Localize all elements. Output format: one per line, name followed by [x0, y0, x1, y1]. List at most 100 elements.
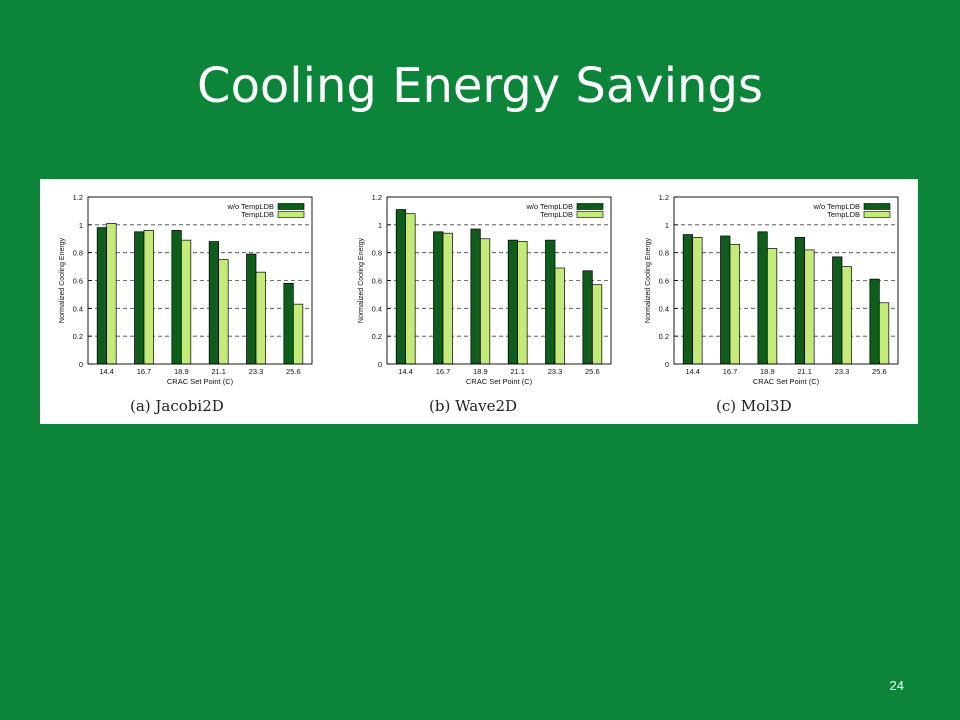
slide-title: Cooling Energy Savings — [197, 58, 763, 114]
bar-without-templdb — [134, 231, 145, 365]
x-tick-label: 14.4 — [99, 367, 114, 376]
y-tick-label: 0.6 — [73, 277, 83, 286]
bar-templdb — [591, 284, 603, 365]
bar-without-templdb — [246, 253, 257, 365]
y-tick-label: 1 — [79, 221, 83, 230]
plot-frame — [673, 196, 899, 365]
y-axis-label: Normalized Cooling Energy — [59, 237, 66, 323]
x-tick-label: 23.3 — [835, 367, 850, 376]
bar-templdb — [479, 238, 491, 365]
y-tick-label: 0.8 — [372, 249, 382, 258]
legend-swatch — [863, 211, 891, 218]
bar-without-templdb — [794, 237, 806, 365]
chart-mol3d: 0 0.2 0.4 0.6 0.8 1 1.2 14.4 16.7 18.9 21.1 23.3 25.… — [626, 179, 918, 424]
y-tick-label: 0.8 — [73, 249, 83, 258]
y-tick-label: 0 — [79, 360, 83, 369]
legend-label: w/o TempLDB — [812, 202, 860, 211]
chart-wave2d: 0 0.2 0.4 0.6 0.8 1 1.2 14.4 16.7 18.9 21.1 23.3 25.… — [339, 179, 631, 424]
x-tick-label: 16.7 — [137, 367, 152, 376]
legend-swatch — [863, 203, 891, 210]
bar-templdb — [442, 232, 453, 365]
y-axis-label: Normalized Cooling Energy — [645, 237, 652, 323]
bar-without-templdb — [171, 230, 182, 365]
y-tick-label: 1 — [665, 221, 669, 230]
bar-without-templdb — [720, 235, 731, 365]
bar-templdb — [692, 237, 703, 365]
y-axis-label: Normalized Cooling Energy — [358, 237, 365, 323]
legend-swatch — [277, 211, 305, 218]
x-axis-label: CRAC Set Point (C) — [167, 377, 234, 386]
bar-without-templdb — [507, 239, 519, 365]
chart-caption: (c) Mol3D — [716, 397, 792, 415]
chart-svg: 0 0.2 0.4 0.6 0.8 1 1.2 14.4 16.7 18.9 21.1 23.3 25.… — [358, 193, 612, 386]
x-tick-label: 21.1 — [797, 367, 812, 376]
bar-templdb — [106, 223, 117, 365]
y-tick-label: 1.2 — [73, 193, 83, 202]
y-tick-label: 1 — [378, 221, 382, 230]
bar-without-templdb — [757, 231, 768, 365]
bar-without-templdb — [582, 270, 593, 365]
bar-without-templdb — [869, 278, 880, 365]
legend-swatch — [576, 203, 604, 210]
chart-svg: 0 0.2 0.4 0.6 0.8 1 1.2 14.4 16.7 18.9 21.1 23.3 25.… — [645, 193, 899, 386]
y-tick-label: 0 — [665, 360, 669, 369]
bar-without-templdb — [682, 234, 694, 365]
chart-caption: (a) Jacobi2D — [130, 397, 224, 415]
y-tick-label: 0.2 — [73, 332, 83, 341]
bar-templdb — [405, 213, 416, 365]
bar-templdb — [255, 271, 266, 365]
y-tick-label: 0.6 — [372, 277, 382, 286]
bar-without-templdb — [395, 209, 407, 365]
bar-without-templdb — [433, 231, 444, 365]
bar-templdb — [218, 259, 229, 365]
legend-label: w/o TempLDB — [226, 202, 274, 211]
y-tick-label: 0.4 — [372, 304, 382, 313]
bar-without-templdb — [208, 241, 220, 365]
x-axis-label: CRAC Set Point (C) — [753, 377, 820, 386]
bar-without-templdb — [470, 228, 481, 365]
x-tick-label: 25.6 — [872, 367, 887, 376]
y-tick-label: 0.2 — [659, 332, 669, 341]
y-tick-label: 1.2 — [372, 193, 382, 202]
x-tick-label: 23.3 — [249, 367, 264, 376]
x-tick-label: 25.6 — [585, 367, 600, 376]
legend-label: w/o TempLDB — [525, 202, 573, 211]
legend-label: TempLDB — [827, 210, 860, 219]
figure-panel: 0 0.2 0.4 0.6 0.8 1 1.2 14.4 16.7 18.9 21.1 23.3 25.… — [40, 179, 918, 424]
bar-templdb — [841, 266, 852, 365]
legend-label: TempLDB — [540, 210, 573, 219]
y-tick-label: 0.6 — [659, 277, 669, 286]
plot-frame — [87, 196, 313, 365]
bar-templdb — [878, 302, 890, 365]
x-tick-label: 14.4 — [685, 367, 700, 376]
y-tick-label: 0.8 — [659, 249, 669, 258]
x-axis-label: CRAC Set Point (C) — [466, 377, 533, 386]
bar-templdb — [729, 243, 740, 365]
page-number: 24 — [889, 678, 904, 693]
bar-templdb — [143, 230, 154, 365]
bar-templdb — [766, 248, 778, 365]
legend-label: TempLDB — [241, 210, 274, 219]
bar-templdb — [554, 267, 565, 365]
bar-without-templdb — [832, 256, 843, 365]
bar-without-templdb — [283, 282, 294, 365]
bar-templdb — [517, 241, 528, 365]
x-tick-label: 18.9 — [473, 367, 488, 376]
x-tick-label: 23.3 — [548, 367, 563, 376]
x-tick-label: 16.7 — [723, 367, 738, 376]
chart-jacobi2d: 0 0.2 0.4 0.6 0.8 1 1.2 14.4 16.7 18.9 21.1 23.3 25.… — [40, 179, 332, 424]
x-tick-label: 21.1 — [510, 367, 525, 376]
bar-templdb — [292, 303, 304, 365]
bar-templdb — [180, 239, 192, 365]
y-tick-label: 0 — [378, 360, 382, 369]
x-tick-label: 16.7 — [436, 367, 451, 376]
y-tick-label: 1.2 — [659, 193, 669, 202]
plot-frame — [386, 196, 612, 365]
legend-swatch — [277, 203, 305, 210]
y-tick-label: 0.4 — [659, 304, 669, 313]
bar-without-templdb — [545, 239, 556, 365]
chart-caption: (b) Wave2D — [429, 397, 518, 415]
x-tick-label: 25.6 — [286, 367, 301, 376]
y-tick-label: 0.4 — [73, 304, 83, 313]
bar-without-templdb — [96, 227, 108, 365]
